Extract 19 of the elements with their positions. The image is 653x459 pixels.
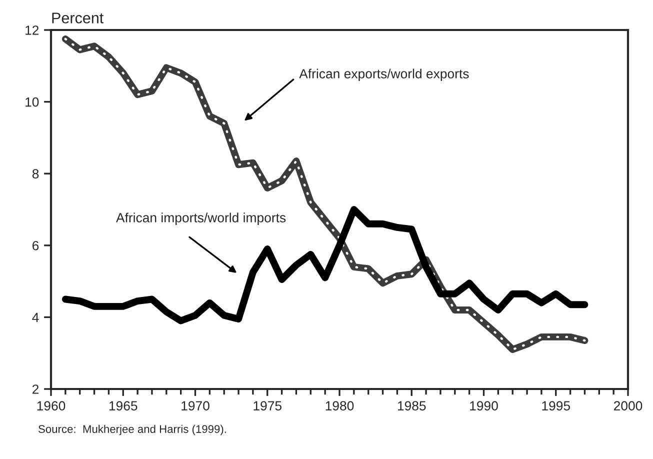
x-tick-label: 1960 — [37, 401, 66, 410]
x-tick-label: 1965 — [109, 401, 138, 410]
x-tick-label: 1995 — [542, 401, 570, 410]
y-tick-label: 2 — [32, 384, 39, 394]
x-tick-label: 2000 — [614, 401, 642, 410]
y-tick-label: 10 — [26, 97, 39, 107]
y-tick-label: 12 — [26, 26, 39, 35]
x-tick-label: 1970 — [182, 401, 210, 410]
annotation: African exports/world exports — [299, 68, 469, 82]
source-note: Source: Mukherjee and Harris (1999). — [38, 424, 226, 436]
y-tick-label: 8 — [32, 169, 39, 179]
x-tick-label: 1990 — [470, 401, 498, 410]
y-tick-label: 4 — [32, 312, 39, 322]
x-tick-label: 1975 — [254, 401, 282, 410]
y-tick-label: 6 — [32, 240, 39, 250]
y-axis-title: Percent — [52, 12, 104, 24]
x-tick-label: 1980 — [326, 401, 354, 410]
annotation: African imports/world imports — [116, 212, 286, 225]
x-tick-label: 1985 — [398, 401, 426, 410]
